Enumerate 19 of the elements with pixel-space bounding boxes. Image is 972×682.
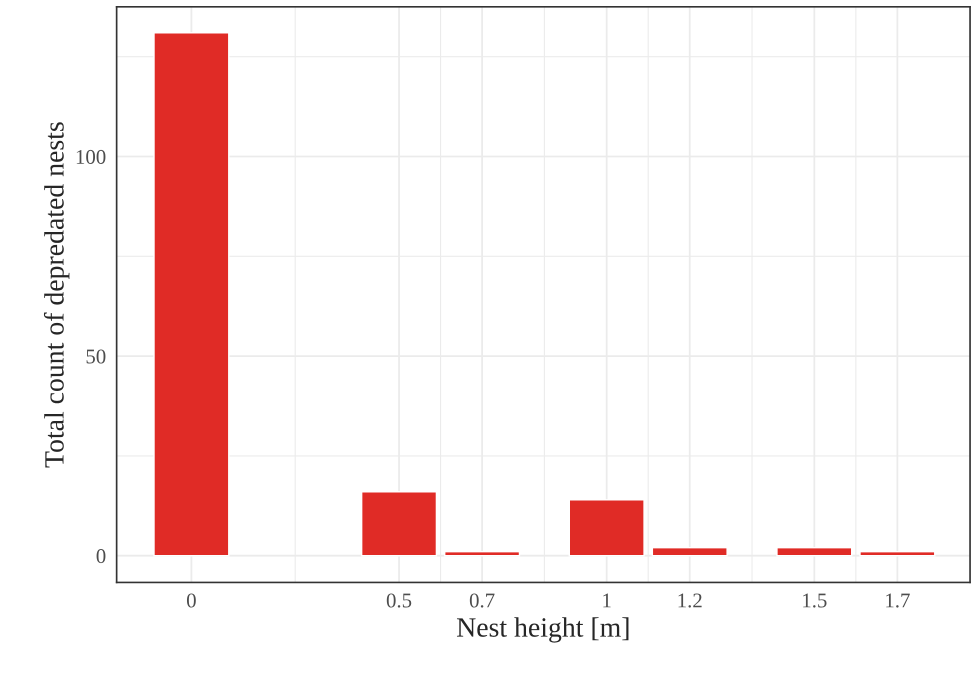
bar: [859, 550, 936, 556]
y-tick-label: 0: [96, 549, 106, 564]
x-tick-label: 0.7: [470, 593, 495, 608]
y-axis-title: Total count of depredated nests: [44, 122, 70, 468]
x-tick-label: 1.7: [886, 594, 910, 608]
x-tick-label: 1: [603, 594, 611, 608]
bar: [360, 491, 438, 556]
bar: [568, 499, 645, 556]
x-axis-title: Nest height [m]: [456, 617, 628, 643]
x-tick-label: 0: [186, 593, 196, 608]
y-tick-label: 50: [86, 349, 106, 364]
bar: [776, 547, 852, 556]
x-tick-label: 0.5: [386, 593, 412, 608]
bar: [652, 547, 728, 556]
x-tick-label: 1.5: [803, 594, 827, 608]
x-tick-label: 1.2: [678, 594, 702, 608]
y-tick-label: 100: [76, 150, 106, 164]
bar: [444, 550, 520, 556]
bar: [153, 32, 230, 556]
